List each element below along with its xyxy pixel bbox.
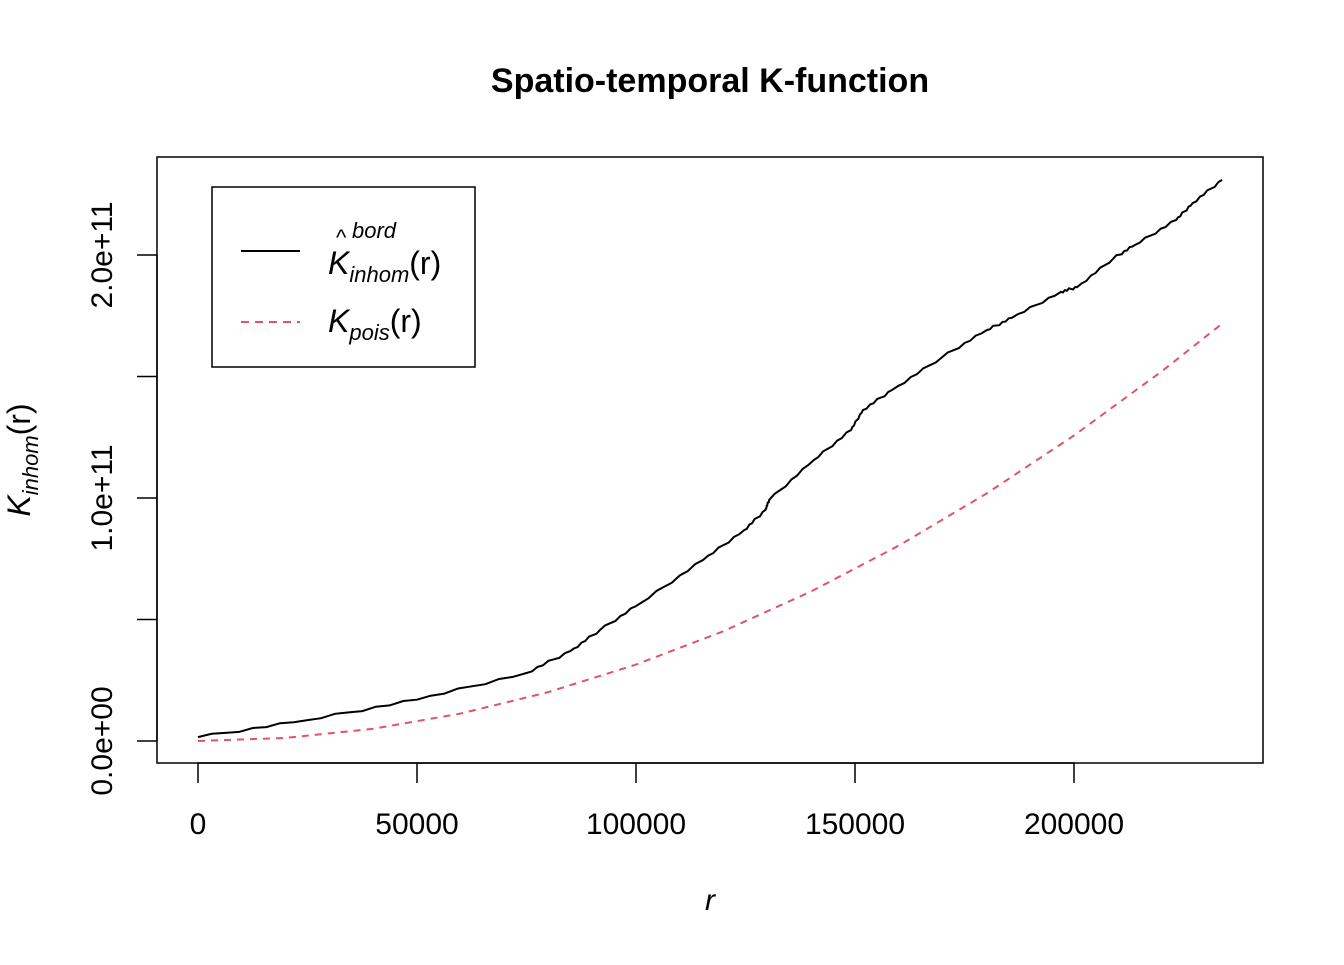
y-label-sub: inhom (18, 435, 43, 495)
x-tick-label: 150000 (805, 808, 905, 841)
legend-kpois-arg: (r) (390, 303, 422, 339)
legend-kinhom-arg: (r) (409, 245, 441, 281)
series-line-kinhom (197, 179, 1223, 739)
legend-box (211, 186, 476, 368)
legend-kpois-sub: pois (348, 320, 389, 345)
legend-kinhom-sub: inhom (349, 262, 409, 287)
x-tick-label: 50000 (375, 808, 458, 841)
y-tick-label: 2.0e+11 (86, 201, 119, 308)
series-lines (197, 179, 1223, 742)
series-line-kpois (197, 323, 1223, 742)
x-axis-label: r (705, 884, 716, 917)
y-label-base: K (1, 494, 37, 517)
x-axis: 0 50000 100000 150000 200000 (190, 762, 1124, 841)
x-tick-label: 200000 (1024, 808, 1124, 841)
y-tick-label: 1.0e+11 (86, 444, 119, 551)
legend-kpois-base: K (328, 303, 351, 339)
legend-kinhom-sup: bord (352, 218, 397, 243)
y-label-arg: (r) (1, 403, 37, 435)
chart-title: Spatio-temporal K-function (491, 62, 929, 100)
legend-kinhom-hat: ^ (336, 225, 347, 250)
x-tick-label: 100000 (586, 808, 686, 841)
legend-kpois-label: Kpois(r) (328, 303, 422, 345)
legend-kinhom-base: K (328, 245, 351, 281)
x-tick-label: 0 (190, 808, 207, 841)
y-axis: 0.0e+00 1.0e+11 2.0e+11 (86, 201, 158, 796)
legend: ^ bord Kinhom(r) Kpois(r) (211, 186, 476, 368)
legend-kinhom-label: ^ bord Kinhom(r) (328, 218, 441, 287)
y-tick-label: 0.0e+00 (86, 686, 119, 795)
svg-text:Kinhom(r): Kinhom(r) (1, 403, 43, 516)
y-axis-label: Kinhom(r) (1, 403, 43, 516)
